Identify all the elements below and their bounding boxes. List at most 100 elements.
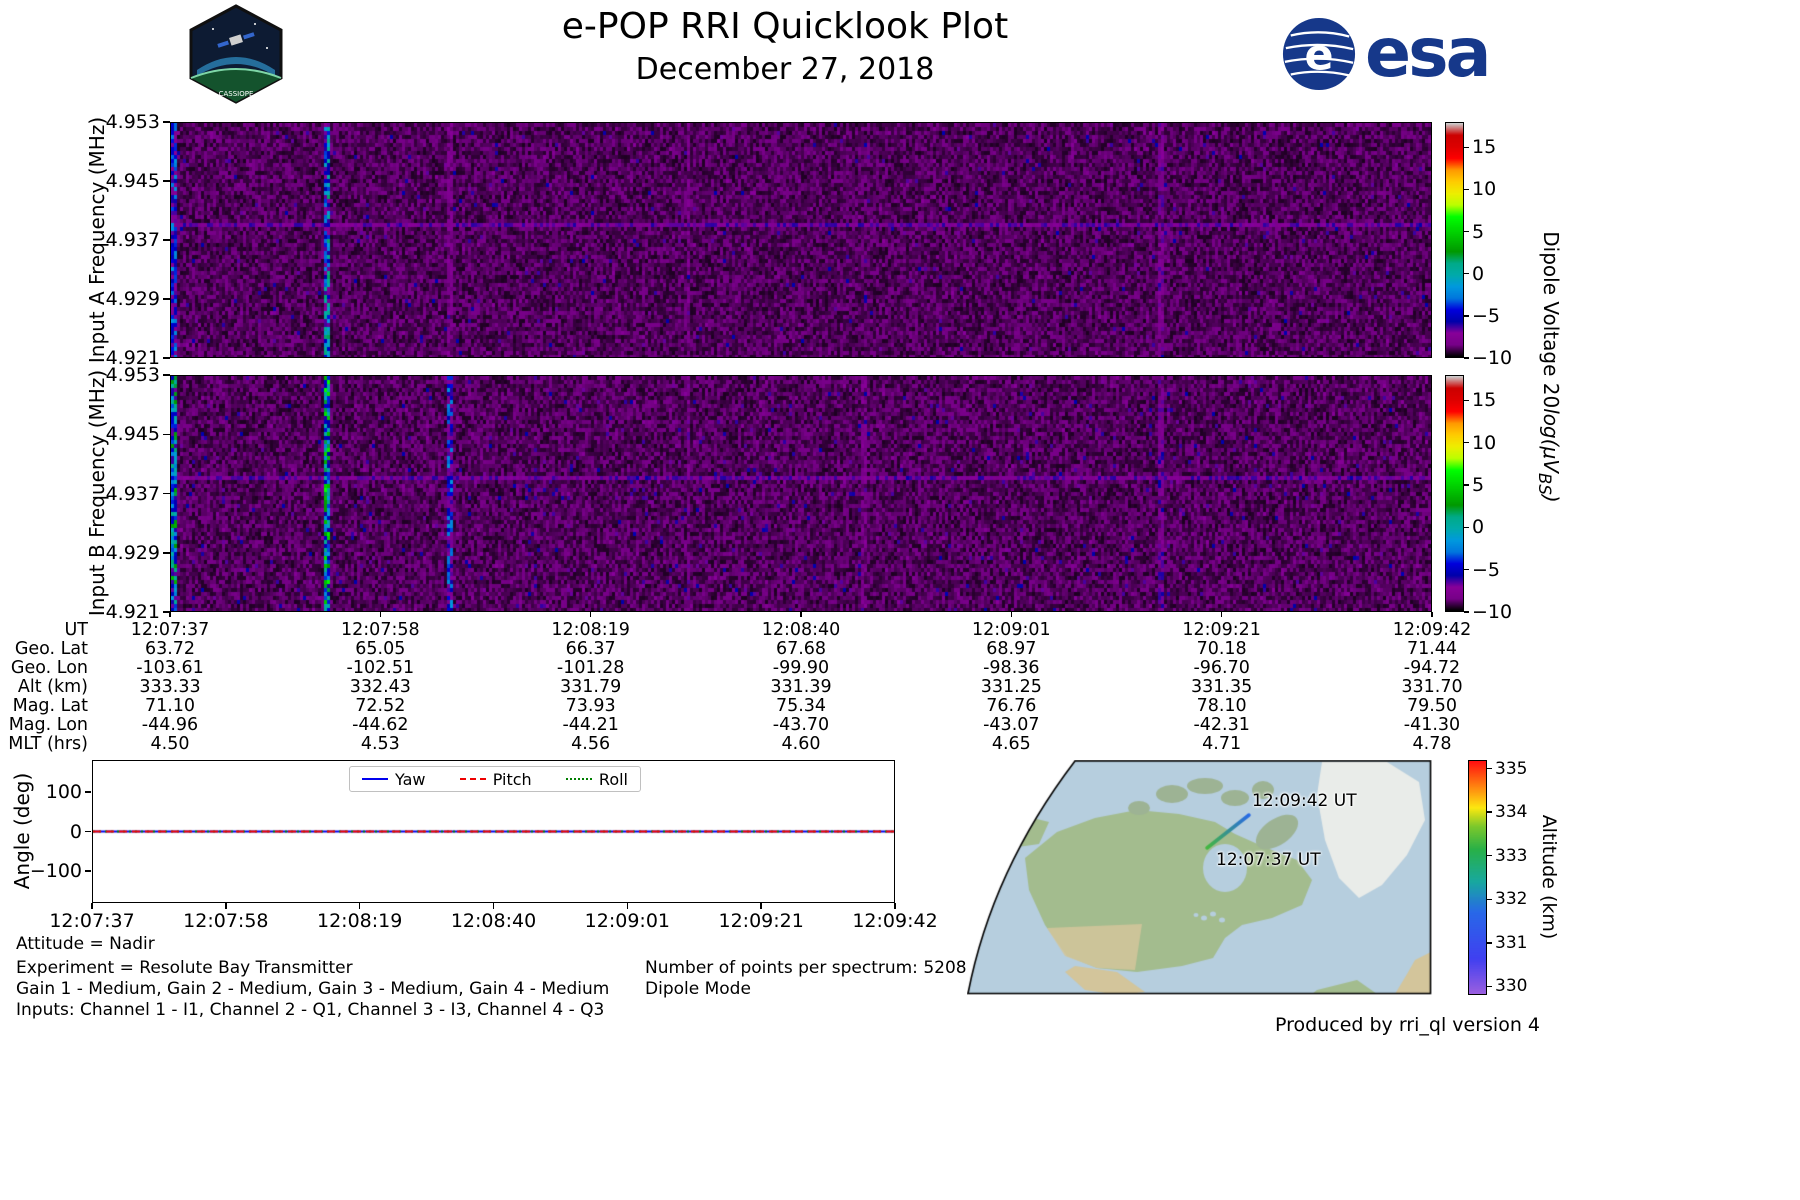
colorbar-tick-mark	[1464, 188, 1469, 191]
ephemeris-cell: 12:09:21	[1182, 620, 1261, 640]
angle-ytick-mark	[85, 791, 91, 793]
freq-tick-mark	[163, 433, 170, 435]
colorbar-tick-label: 15	[1472, 389, 1497, 412]
dipole-colorbar-b-frame	[1445, 375, 1464, 612]
altitude-tick-label: 335	[1495, 758, 1528, 779]
esa-logo-text: esa	[1365, 14, 1491, 93]
dipole-colorbar-label-math: log(μV	[1539, 408, 1563, 473]
time-tick-mark	[1220, 612, 1223, 617]
altitude-tick-mark	[1487, 942, 1492, 944]
colorbar-tick-label: −5	[1472, 558, 1501, 581]
legend-item-pitch: Pitch	[459, 769, 532, 789]
dipole-colorbar-b	[1446, 376, 1463, 611]
time-tick-mark	[589, 612, 592, 617]
time-tick-mark	[379, 612, 382, 617]
track-end-time-label: 12:09:42 UT	[1252, 791, 1357, 811]
angle-xtick-mark	[626, 903, 629, 909]
freq-tick-mark	[163, 492, 170, 495]
colorbar-tick-label: 0	[1472, 262, 1485, 285]
ephemeris-cell: 75.34	[775, 696, 827, 716]
ephemeris-cell: -101.28	[556, 658, 625, 678]
colorbar-tick-mark	[1464, 315, 1469, 317]
altitude-tick-mark	[1487, 811, 1492, 813]
colorbar-tick-label: 10	[1472, 431, 1497, 454]
angle-xtick-mark	[358, 903, 361, 909]
ephemeris-cell: 66.37	[565, 639, 616, 659]
ephemeris-cell: 12:07:58	[341, 620, 420, 640]
ephemeris-cell: 332.43	[349, 677, 411, 697]
esa-logo: e esa	[1281, 14, 1491, 93]
angle-ytick-mark	[85, 870, 91, 872]
freq-tick-label: 4.945	[105, 170, 160, 192]
ephemeris-cell: 68.97	[986, 639, 1037, 659]
ephemeris-row-label: Mag. Lon	[8, 715, 88, 735]
ephemeris-cell: 12:07:37	[130, 620, 210, 640]
ephemeris-cell: 63.72	[144, 639, 196, 659]
altitude-colorbar	[1469, 761, 1486, 994]
freq-tick-mark	[163, 121, 170, 123]
spectrogram-input-b	[171, 376, 1431, 611]
dipole-colorbar-label-close: )	[1539, 494, 1563, 503]
angle-xtick-mark	[91, 903, 93, 909]
ephemeris-cell: -103.61	[136, 658, 204, 678]
spectrogram-input-a-frame	[170, 122, 1432, 358]
freq-tick-mark	[163, 180, 170, 182]
freq-tick-label: 4.953	[105, 111, 160, 133]
dipole-colorbar-label: Dipole Voltage 20log(μVBS)	[1535, 231, 1563, 502]
altitude-tick-mark	[1487, 767, 1492, 770]
freq-tick-label: 4.929	[105, 541, 160, 564]
attitude-note: Attitude = Nadir	[16, 934, 155, 954]
altitude-tick-label: 332	[1495, 889, 1528, 910]
legend-line-sample	[565, 778, 592, 780]
altitude-tick-label: 334	[1495, 802, 1528, 823]
dipole-colorbar-a-frame	[1445, 122, 1464, 358]
freq-tick-mark	[163, 298, 170, 300]
legend-label: Yaw	[395, 769, 426, 789]
colorbar-tick-label: −10	[1472, 347, 1513, 369]
ephemeris-cell: -96.70	[1193, 658, 1250, 678]
time-tick-mark	[800, 612, 802, 617]
ephemeris-cell: 73.93	[565, 696, 616, 716]
freq-tick-label: 4.945	[105, 423, 160, 446]
colorbar-tick-mark	[1464, 611, 1469, 613]
ephemeris-row-label: Geo. Lat	[14, 639, 88, 659]
ground-track-map	[967, 760, 1432, 995]
inputs-note: Inputs: Channel 1 - I1, Channel 2 - Q1, …	[16, 1000, 605, 1020]
experiment-note: Experiment = Resolute Bay Transmitter	[16, 958, 353, 978]
freq-tick-mark	[163, 611, 170, 613]
ephemeris-cell: 78.10	[1196, 696, 1247, 716]
ephemeris-cell: -44.96	[141, 715, 199, 735]
legend-item-roll: Roll	[565, 770, 628, 789]
colorbar-tick-label: 10	[1472, 178, 1497, 201]
cassiope-mission-patch: CASSIOPE	[189, 4, 283, 104]
ephemeris-cell: 4.65	[991, 734, 1031, 754]
colorbar-tick-label: 0	[1472, 516, 1485, 539]
freq-tick-label: 4.921	[105, 601, 160, 623]
freq-tick-mark	[163, 374, 170, 376]
altitude-tick-mark	[1487, 985, 1492, 988]
spectrogram-input-a	[171, 123, 1431, 357]
ephemeris-cell: 65.05	[355, 639, 406, 659]
time-tick-mark	[1010, 612, 1013, 617]
dipole-colorbar-label-prefix: Dipole Voltage 20	[1539, 231, 1563, 409]
ephemeris-cell: 331.39	[770, 677, 832, 697]
ephemeris-row-label: Alt (km)	[17, 677, 88, 697]
ephemeris-cell: 12:09:42	[1392, 620, 1472, 640]
ephemeris-cell: -44.21	[562, 715, 619, 735]
patch-star	[266, 47, 268, 49]
attitude-legend: Yaw Pitch Roll	[349, 766, 641, 792]
angle-xtick-label: 12:09:21	[718, 910, 804, 932]
legend-label: Pitch	[492, 769, 532, 789]
ephemeris-cell: -102.51	[346, 658, 415, 678]
ephemeris-cell: 4.71	[1202, 734, 1242, 754]
colorbar-tick-label: 5	[1472, 474, 1485, 497]
patch-star	[212, 28, 214, 30]
altitude-tick-mark	[1487, 854, 1492, 857]
angle-ytick-mark	[85, 830, 91, 833]
patch-star	[254, 23, 256, 25]
produced-by-note: Produced by rri_ql version 4	[1275, 1014, 1540, 1036]
angle-xtick-label: 12:09:42	[852, 910, 938, 932]
angle-ytick-label: −100	[29, 859, 82, 882]
altitude-colorbar-frame	[1468, 760, 1487, 995]
freq-tick-mark	[163, 357, 170, 359]
